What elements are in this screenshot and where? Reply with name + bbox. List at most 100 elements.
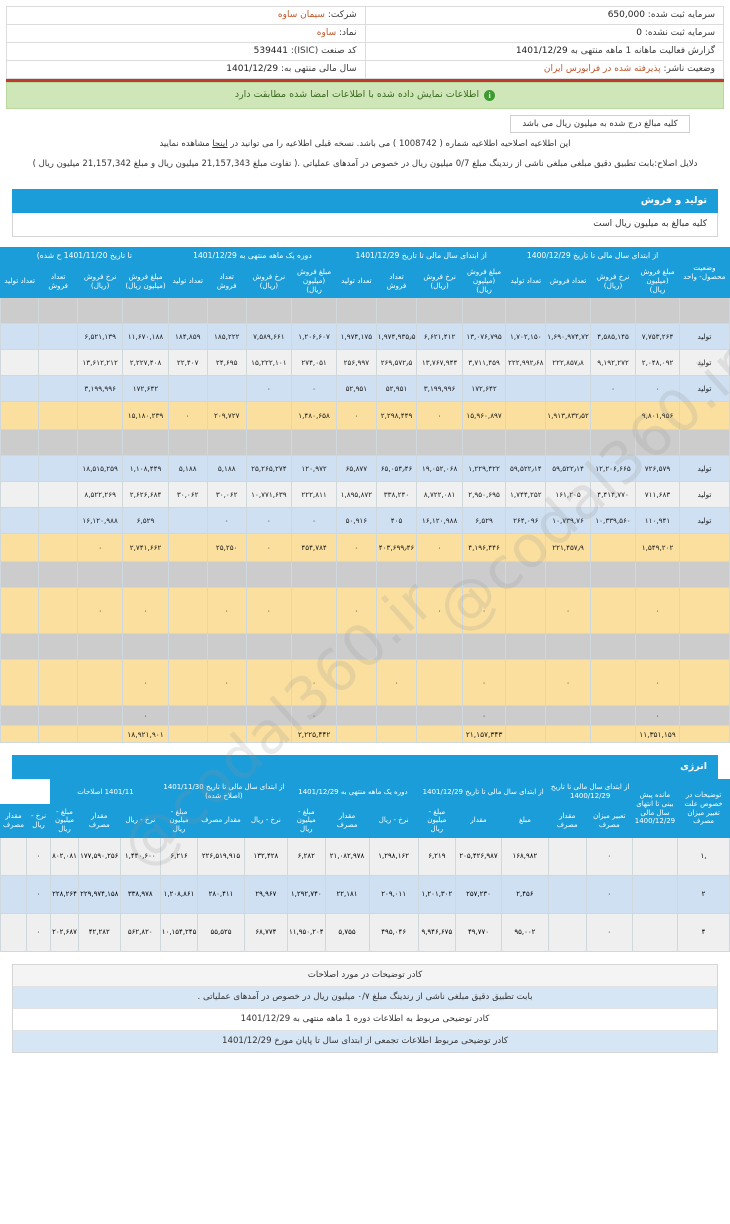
cell-value bbox=[38, 533, 78, 563]
cell-value bbox=[206, 297, 247, 325]
cell-value: ۱۵,۹۶۰,۸۹۷ bbox=[461, 401, 507, 431]
cell-value: ۱,۸۹۵,۸۷۲ bbox=[336, 481, 377, 509]
registered-capital-value: 650,000 bbox=[607, 10, 645, 20]
table-row bbox=[0, 297, 730, 325]
cell-value bbox=[505, 561, 547, 589]
cell-value: ۶,۲۸۲ bbox=[287, 836, 326, 876]
cell-value bbox=[167, 633, 208, 661]
cell-value bbox=[416, 633, 463, 661]
cell-value: ۱,۴۴۰,۶۰۰ bbox=[119, 836, 161, 876]
cell-value bbox=[76, 429, 124, 457]
report-period-cell: گزارش فعالیت ماهانه 1 ماهه منتهی به 1401… bbox=[364, 42, 724, 61]
cell-value bbox=[505, 587, 547, 635]
unregistered-capital-label: سرمایه ثبت نشده: bbox=[644, 28, 715, 38]
energy-section: انرژی bbox=[12, 755, 718, 780]
cell-value bbox=[336, 633, 377, 661]
cell-value: ۱,۲۹۲,۷۴۰ bbox=[287, 874, 326, 914]
cell-value bbox=[589, 561, 637, 589]
cell-value bbox=[589, 659, 637, 707]
cell-status bbox=[678, 725, 730, 744]
cell-value: ۱,۷۰۲,۱۵۰ bbox=[505, 323, 547, 351]
th-sub-11: تعداد تولید bbox=[167, 263, 208, 299]
cell-value bbox=[76, 705, 124, 727]
cell-value: ۶,۵۲۹ bbox=[461, 507, 507, 535]
cell-value bbox=[0, 375, 40, 403]
symbol-label: نماد: bbox=[339, 28, 357, 38]
cell-value: ۲,۹۵۰,۶۹۵ bbox=[461, 481, 507, 509]
cell-value: ۱,۵۴۹,۲۰۲ bbox=[635, 533, 680, 563]
th-sub-10: تعداد فروش bbox=[206, 263, 247, 299]
cell-value bbox=[589, 633, 637, 661]
cell-value bbox=[545, 725, 591, 744]
cell-value: ۵,۷۵۵ bbox=[324, 912, 370, 952]
cell-value: ۵۹,۵۲۲٫۱۴ bbox=[545, 455, 591, 483]
million-rial-note: کلیه مبالغ درج شده به میلیون ریال می باش… bbox=[510, 115, 690, 133]
cell-value bbox=[167, 705, 208, 727]
cell-value bbox=[505, 533, 547, 563]
report-period-label: گزارش فعالیت ماهانه 1 ماهه منتهی به bbox=[570, 46, 715, 56]
signature-match-notice: i اطلاعات نمایش داده شده با اطلاعات امضا … bbox=[6, 82, 724, 109]
cell-value: ۱, bbox=[677, 836, 730, 876]
cell-value: ۲۵,۲۵۰ bbox=[206, 533, 247, 563]
cell-value: ۹,۱۹۲,۲۷۲ bbox=[589, 349, 637, 377]
th-group-one-month: دوره یک ماهه منتهی به 1401/12/29 bbox=[167, 246, 338, 265]
cell-value: ۱۰,۱۵۴,۲۴۵ bbox=[159, 912, 199, 952]
cell-value bbox=[167, 587, 208, 635]
cell-value: ۲۲,۴۰۷ bbox=[167, 349, 208, 377]
cell-value: ۰ bbox=[336, 587, 377, 635]
th-sub-14: تعداد فروش bbox=[38, 263, 78, 299]
amendment-link[interactable]: اینجا bbox=[212, 139, 228, 149]
cell-value bbox=[547, 874, 587, 914]
cell-value: ۰ bbox=[585, 836, 633, 876]
cell-value: ۲,۰۴۸,۰۹۲ bbox=[635, 349, 680, 377]
cell-value: ۱۳,۶۱۲,۲۱۲ bbox=[76, 349, 124, 377]
cell-value: ۱,۹۷۴,۹۳۵٫۵ bbox=[375, 323, 418, 351]
table-row: ۱۱,۳۵۱,۱۵۹ ۲۱,۱۵۷,۳۴۳ ۲,۲۲۵,۴۴۲ ۱۸,۹۲۱,۹۰۱ bbox=[0, 725, 730, 744]
cell-value: ۳,۱۹۹,۹۹۶ bbox=[76, 375, 124, 403]
cell-value bbox=[461, 561, 507, 589]
cell-value: ۰ bbox=[291, 507, 338, 535]
cell-value: ۴۹۵,۰۴۶ bbox=[368, 912, 419, 952]
cell-value: ۲۶۴,۰۹۶ bbox=[505, 507, 547, 535]
cell-value bbox=[38, 375, 78, 403]
company-info-table: سرمایه ثبت شده: 650,000 شرکت: سیمان ساوه… bbox=[6, 6, 724, 79]
cell-value: ۱۶۱,۲۰۵ bbox=[545, 481, 591, 509]
cell-value bbox=[245, 725, 293, 744]
cell-value: ۱۶,۱۲۰,۹۸۸ bbox=[76, 507, 124, 535]
cell-value bbox=[122, 297, 169, 325]
cell-value: ۰ bbox=[291, 705, 338, 727]
cell-value: ۰ bbox=[25, 836, 52, 876]
cell-value: ۱,۴۸۰,۶۵۸ bbox=[291, 401, 338, 431]
cell-value: ۲۰۲,۶۸۷ bbox=[50, 912, 79, 952]
info-row-report: گزارش فعالیت ماهانه 1 ماهه منتهی به 1401… bbox=[6, 42, 724, 61]
cell-value bbox=[545, 297, 591, 325]
info-row-capital: سرمایه ثبت شده: 650,000 شرکت: سیمان ساوه bbox=[6, 6, 724, 25]
th-energy-sub-14: نرخ - ریال bbox=[25, 803, 52, 838]
cell-value: ۰ bbox=[245, 533, 293, 563]
cell-value bbox=[631, 912, 679, 952]
cell-value bbox=[416, 705, 463, 727]
cell-value bbox=[547, 836, 587, 876]
cell-value: ۵۰,۹۱۶ bbox=[336, 507, 377, 535]
cell-value bbox=[245, 659, 293, 707]
cell-value: ۰ bbox=[375, 659, 418, 707]
cell-value: ۴۵۴,۷۸۴ bbox=[291, 533, 338, 563]
production-section: تولید و فروش کلیه مبالغ به میلیون ریال ا… bbox=[12, 188, 718, 237]
cell-value bbox=[38, 705, 78, 727]
cell-value: ۰ bbox=[336, 533, 377, 563]
th-energy-sub-12: مقدار مصرف bbox=[77, 803, 121, 838]
cell-value bbox=[0, 297, 40, 325]
cell-value bbox=[0, 912, 27, 952]
unregistered-capital-cell: سرمایه ثبت نشده: 0 bbox=[364, 24, 724, 43]
cell-status bbox=[678, 705, 730, 727]
cell-value: ۵,۱۸۸ bbox=[206, 455, 247, 483]
cell-value: ۲۲۱,۴۵۷٫۹ bbox=[545, 533, 591, 563]
cell-value: ۳۳۸,۲۴۰ bbox=[375, 481, 418, 509]
table-row bbox=[0, 429, 730, 457]
cell-value bbox=[635, 633, 680, 661]
cell-value bbox=[291, 297, 338, 325]
cell-value bbox=[505, 375, 547, 403]
company-value: سیمان ساوه bbox=[277, 10, 325, 20]
cell-value: ۲۲,۱۸۱ bbox=[324, 874, 370, 914]
cell-value: ۰ bbox=[291, 659, 338, 707]
